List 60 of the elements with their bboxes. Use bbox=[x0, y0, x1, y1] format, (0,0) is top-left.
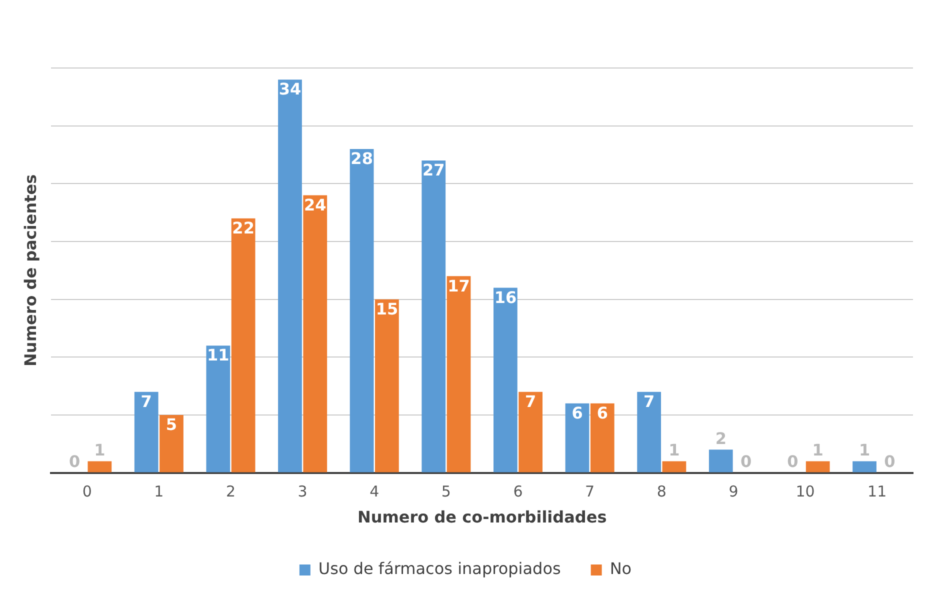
bar bbox=[88, 461, 112, 472]
data-label: 7 bbox=[644, 392, 655, 411]
x-tick-label: 10 bbox=[796, 482, 815, 501]
x-tick-label: 6 bbox=[513, 482, 523, 501]
bar bbox=[422, 160, 446, 472]
x-tick-label: 4 bbox=[370, 482, 380, 501]
bar bbox=[134, 392, 158, 472]
x-tick-label: 5 bbox=[441, 482, 451, 501]
x-axis-title: Numero de co-morbilidades bbox=[357, 508, 607, 527]
data-label: 1 bbox=[94, 440, 106, 460]
bar bbox=[446, 276, 471, 472]
x-tick-label: 3 bbox=[298, 482, 308, 501]
data-label: 16 bbox=[494, 288, 517, 307]
bar bbox=[375, 299, 399, 472]
data-label: 34 bbox=[278, 80, 302, 99]
data-label: 28 bbox=[350, 149, 373, 168]
bar bbox=[303, 195, 328, 472]
data-label: 0 bbox=[68, 452, 80, 471]
x-tick-label: 9 bbox=[728, 482, 738, 501]
data-label: 11 bbox=[207, 346, 230, 365]
bar bbox=[206, 346, 230, 472]
data-label: 6 bbox=[596, 404, 608, 423]
data-label: 5 bbox=[166, 415, 178, 434]
bar bbox=[637, 392, 662, 472]
data-label: 0 bbox=[884, 452, 896, 471]
y-axis-title: Numero de pacientes bbox=[20, 174, 40, 366]
data-label: 7 bbox=[140, 392, 152, 411]
bar bbox=[494, 288, 518, 472]
data-label: 7 bbox=[525, 392, 536, 411]
x-tick-label: 7 bbox=[585, 482, 595, 501]
bar bbox=[350, 148, 374, 472]
data-label: 22 bbox=[232, 218, 254, 238]
data-label: 2 bbox=[715, 428, 726, 448]
data-label: 24 bbox=[304, 195, 326, 214]
legend-label: No bbox=[610, 559, 632, 578]
data-label: 1 bbox=[668, 440, 680, 460]
x-tick-label: 8 bbox=[656, 482, 666, 501]
bar bbox=[278, 80, 302, 472]
data-label: 27 bbox=[422, 160, 445, 180]
x-tick-label: 11 bbox=[868, 482, 887, 501]
x-tick-label: 1 bbox=[154, 482, 164, 501]
x-tick-label: 0 bbox=[82, 482, 92, 501]
bar bbox=[231, 218, 256, 472]
data-label: 0 bbox=[787, 452, 798, 471]
data-label: 15 bbox=[376, 299, 398, 318]
data-label: 17 bbox=[448, 276, 470, 296]
bar bbox=[565, 403, 590, 472]
bar bbox=[518, 392, 543, 472]
data-label: 0 bbox=[740, 452, 752, 471]
bar bbox=[590, 403, 614, 472]
bar bbox=[852, 461, 876, 472]
data-label: 6 bbox=[572, 404, 583, 423]
bar bbox=[662, 461, 686, 472]
legend-label: Uso de fármacos inapropiados bbox=[318, 559, 561, 578]
bar bbox=[806, 461, 830, 472]
data-label: 1 bbox=[858, 440, 870, 460]
bar bbox=[160, 414, 184, 472]
data-label: 1 bbox=[812, 440, 824, 460]
x-tick-label: 2 bbox=[226, 482, 236, 501]
bar bbox=[708, 450, 733, 472]
